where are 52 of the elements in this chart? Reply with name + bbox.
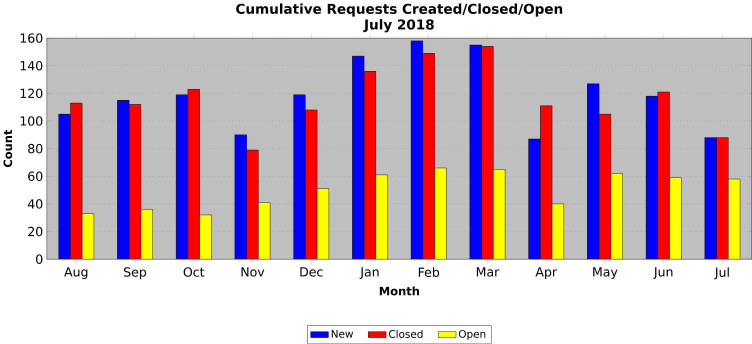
y-tick-label: 140 xyxy=(20,61,42,71)
legend-label: New xyxy=(332,330,354,338)
x-tick-label: Dec xyxy=(300,267,323,277)
y-tick-label: 100 xyxy=(20,116,42,126)
bar xyxy=(540,106,552,260)
x-tick-label: Jul xyxy=(714,267,729,280)
y-tick-label: 40 xyxy=(28,199,42,209)
y-tick-label: 20 xyxy=(28,226,42,236)
bar xyxy=(587,84,600,260)
x-tick-label: Aug xyxy=(64,267,88,280)
y-tick-label: 120 xyxy=(20,88,42,98)
bar xyxy=(234,134,247,260)
legend-label: Closed xyxy=(388,330,422,338)
x-tick-label: Oct xyxy=(184,267,204,277)
y-tick-label: 160 xyxy=(20,33,42,43)
x-tick-label: Apr xyxy=(535,267,558,280)
bar xyxy=(704,138,717,260)
y-tick-label: 0 xyxy=(36,254,42,264)
bar xyxy=(410,40,424,260)
x-tick-label: Jan xyxy=(360,267,379,280)
chart-subtitle: July 2018 xyxy=(363,19,434,32)
x-tick-label: Sep xyxy=(124,267,146,280)
bar xyxy=(598,114,612,260)
chart-title: Cumulative Requests Created/Closed/Open xyxy=(236,4,562,17)
bar xyxy=(58,114,71,260)
bar xyxy=(117,100,130,260)
bar xyxy=(176,94,188,260)
bar xyxy=(422,53,435,260)
x-tick-label: Mar xyxy=(476,267,500,277)
bar xyxy=(188,89,200,260)
x-tick-label: Nov xyxy=(242,267,264,277)
bar xyxy=(305,110,318,260)
bar xyxy=(352,56,364,260)
bar xyxy=(716,138,729,260)
bar xyxy=(481,46,494,260)
x-tick-label: Jun xyxy=(653,267,672,280)
bar xyxy=(128,104,142,260)
x-tick-label: Feb xyxy=(418,267,440,278)
bar xyxy=(470,44,482,260)
x-axis-title: Month xyxy=(380,286,419,296)
y-tick-label: 60 xyxy=(28,172,42,182)
bar xyxy=(658,92,670,260)
x-tick-label: May xyxy=(593,267,618,280)
bar xyxy=(646,96,658,260)
bar xyxy=(293,94,306,260)
bar xyxy=(364,71,376,260)
y-axis-title: Count xyxy=(3,130,12,168)
y-tick-label: 80 xyxy=(28,144,42,154)
bar xyxy=(70,102,82,260)
bar xyxy=(246,150,259,260)
bar xyxy=(528,138,541,260)
legend-label: Open xyxy=(458,330,486,340)
